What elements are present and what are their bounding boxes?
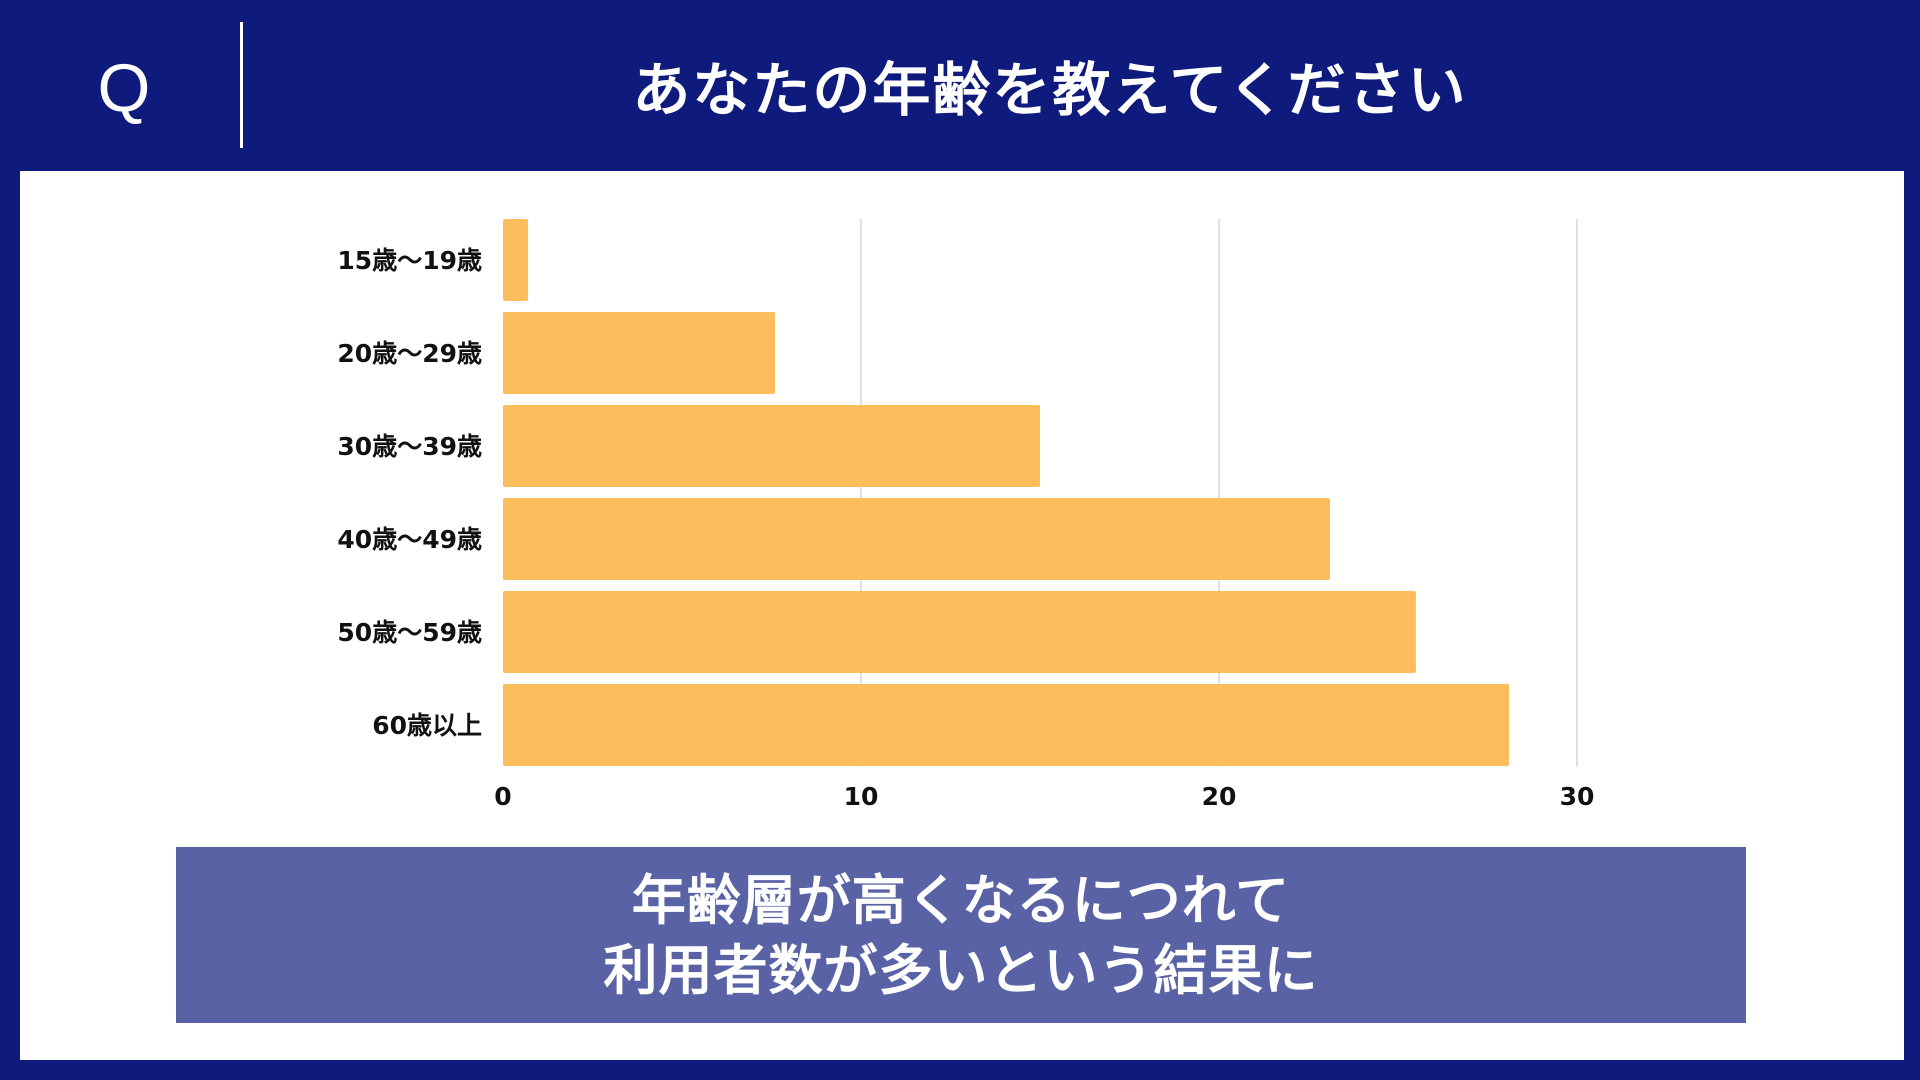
x-tick-label-0: 0 (494, 782, 511, 811)
question-title: あなたの年齢を教えてください (632, 56, 1468, 124)
bar-2 (503, 405, 1040, 487)
result-summary-box: 年齢層が高くなるにつれて 利用者数が多いという結果に (176, 847, 1746, 1023)
question-marker: Q (97, 50, 151, 126)
category-label-4: 50歳〜59歳 (337, 618, 482, 647)
category-label-5: 60歳以上 (372, 711, 482, 740)
bar-0 (503, 219, 529, 301)
x-tick-label-30: 30 (1560, 782, 1595, 811)
category-label-3: 40歳〜49歳 (337, 525, 482, 554)
x-tick-label-10: 10 (844, 782, 879, 811)
question-header: Q あなたの年齢を教えてください (0, 0, 1920, 170)
x-axis-tick-labels: 0 10 20 30 (494, 782, 1594, 811)
bar-series (503, 219, 1509, 766)
bar-5 (503, 684, 1509, 766)
bar-3 (503, 498, 1330, 580)
gridlines (860, 219, 1578, 767)
header-divider (240, 22, 243, 148)
bar-1 (503, 312, 776, 394)
summary-line-1: 年齢層が高くなるにつれて (631, 869, 1291, 932)
result-panel: 15歳〜19歳 20歳〜29歳 30歳〜39歳 40歳〜49歳 50歳〜59歳 60歳以上… (20, 171, 1904, 1060)
category-label-0: 15歳〜19歳 (337, 246, 482, 275)
bar-4 (503, 591, 1416, 673)
age-bar-chart: 15歳〜19歳 20歳〜29歳 30歳〜39歳 40歳〜49歳 50歳〜59歳 60歳以上… (337, 219, 1594, 811)
category-label-2: 30歳〜39歳 (337, 432, 482, 461)
category-labels: 15歳〜19歳 20歳〜29歳 30歳〜39歳 40歳〜49歳 50歳〜59歳 60歳以上 (337, 246, 482, 740)
x-tick-label-20: 20 (1202, 782, 1237, 811)
summary-line-2: 利用者数が多いという結果に (603, 939, 1319, 1002)
category-label-1: 20歳〜29歳 (337, 339, 482, 368)
